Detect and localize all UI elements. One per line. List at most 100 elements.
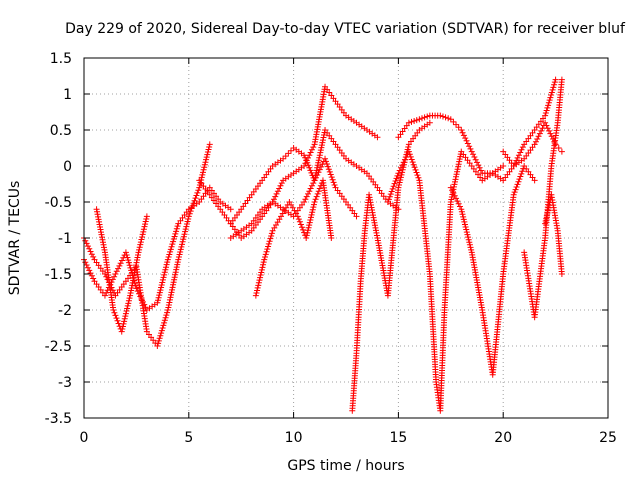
data-point <box>455 124 462 131</box>
data-point <box>302 196 309 203</box>
data-point <box>136 244 143 251</box>
data-point <box>424 113 431 120</box>
data-point <box>87 248 94 255</box>
data-point <box>477 167 484 174</box>
data-point <box>158 330 165 337</box>
data-point <box>262 251 269 258</box>
data-point <box>315 188 322 195</box>
data-point <box>183 223 190 230</box>
data-point <box>456 156 463 163</box>
data-point <box>255 282 262 289</box>
data-point <box>301 163 308 169</box>
data-point <box>307 214 314 221</box>
data-point <box>171 276 178 283</box>
data-point <box>518 170 525 177</box>
data-point <box>459 129 466 136</box>
data-point <box>514 154 521 161</box>
data-point <box>170 238 177 245</box>
data-point <box>82 259 89 266</box>
data-point <box>539 125 546 132</box>
data-point <box>393 175 400 182</box>
data-point <box>454 168 461 175</box>
data-point <box>122 249 129 256</box>
data-point <box>558 271 565 277</box>
series-arc-5 <box>227 127 402 227</box>
data-point <box>552 76 559 83</box>
data-point <box>535 133 542 140</box>
data-point <box>314 190 321 197</box>
data-point <box>194 189 201 196</box>
y-tick-label: -1 <box>58 231 72 247</box>
data-point <box>518 146 525 153</box>
data-point <box>448 196 455 203</box>
data-point <box>203 156 210 163</box>
data-point <box>174 259 181 266</box>
data-point <box>175 254 182 261</box>
data-point <box>421 114 428 121</box>
data-point <box>306 188 313 195</box>
data-point <box>310 204 317 211</box>
data-point <box>399 162 406 169</box>
data-point <box>206 141 213 148</box>
data-point <box>305 162 312 169</box>
data-point <box>122 310 129 317</box>
data-point <box>389 185 396 192</box>
data-point <box>454 198 461 205</box>
data-point <box>172 269 179 276</box>
data-point <box>316 152 323 159</box>
x-tick-label: 20 <box>494 430 512 446</box>
data-point <box>164 307 171 313</box>
data-point <box>460 216 467 223</box>
data-point <box>328 235 335 241</box>
data-point <box>475 162 482 169</box>
data-point <box>451 192 458 199</box>
data-point <box>414 172 421 179</box>
data-point <box>82 237 89 244</box>
x-tick-label: 25 <box>599 430 617 446</box>
data-point <box>511 189 518 196</box>
data-point <box>158 282 165 289</box>
data-point <box>201 161 208 168</box>
data-point <box>322 158 329 165</box>
data-point <box>182 228 189 235</box>
data-marks <box>81 76 565 414</box>
data-point <box>466 239 473 246</box>
data-point <box>543 122 550 129</box>
data-point <box>265 243 272 250</box>
data-point <box>164 309 171 316</box>
data-point <box>407 153 414 160</box>
data-point <box>316 166 323 173</box>
data-point <box>308 146 315 153</box>
data-point <box>206 143 213 150</box>
data-point <box>311 199 318 205</box>
data-point <box>466 143 473 150</box>
data-point <box>169 284 176 291</box>
data-point <box>125 297 132 304</box>
data-point <box>330 179 337 186</box>
data-point <box>388 188 395 195</box>
data-point <box>328 174 335 181</box>
data-point <box>305 190 312 197</box>
data-point <box>252 292 259 299</box>
data-point <box>395 170 402 177</box>
data-point <box>174 261 181 268</box>
data-point <box>112 271 119 277</box>
data-point <box>322 155 329 162</box>
data-point <box>397 174 404 181</box>
data-point <box>156 292 163 299</box>
data-point <box>398 171 405 178</box>
data-point <box>183 221 190 228</box>
data-point <box>426 119 433 126</box>
data-point <box>544 210 551 217</box>
data-point <box>124 302 131 309</box>
data-point <box>172 271 179 278</box>
data-point <box>304 227 311 234</box>
data-point <box>137 239 144 246</box>
data-point <box>184 218 191 225</box>
data-point <box>453 173 460 180</box>
data-point <box>450 183 457 190</box>
data-point <box>160 274 167 281</box>
data-point <box>500 163 507 169</box>
data-point <box>437 112 444 119</box>
data-point <box>125 257 132 264</box>
